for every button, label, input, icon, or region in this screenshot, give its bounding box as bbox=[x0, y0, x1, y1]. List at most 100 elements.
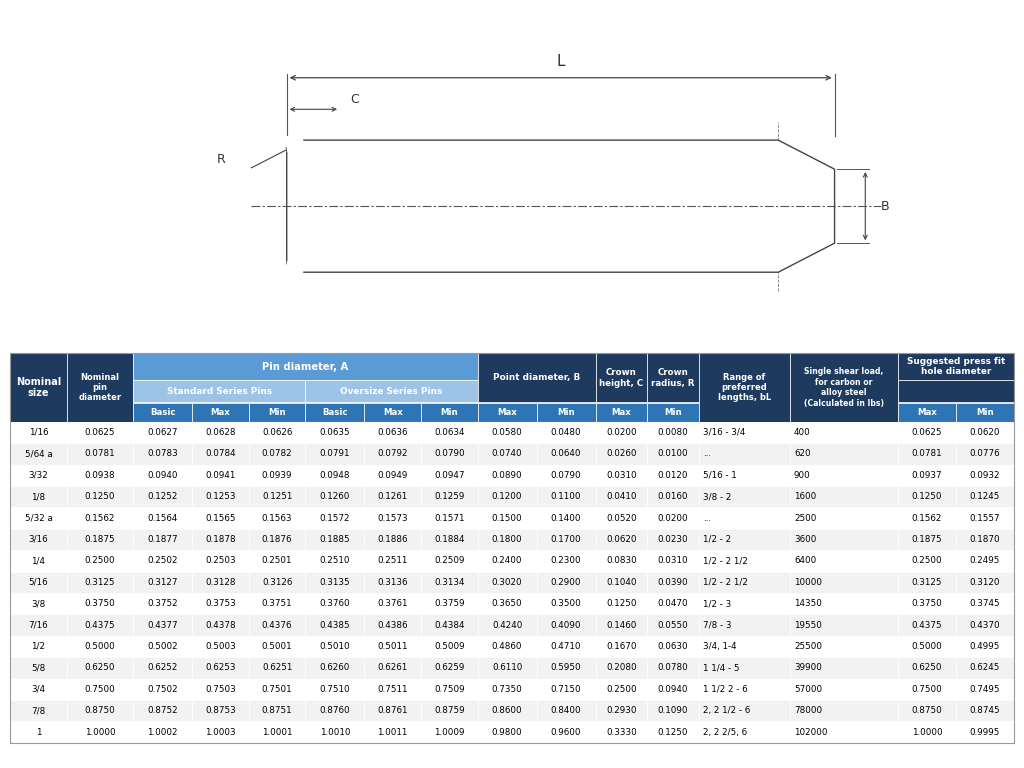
Bar bbox=[537, 721, 596, 743]
Text: 0.1253: 0.1253 bbox=[205, 492, 236, 502]
Text: Max: Max bbox=[918, 408, 937, 416]
Text: 0.8750: 0.8750 bbox=[85, 706, 116, 715]
Text: 0.0410: 0.0410 bbox=[606, 492, 637, 502]
Text: 0.0949: 0.0949 bbox=[378, 471, 408, 480]
Text: 0.1875: 0.1875 bbox=[85, 535, 116, 544]
Text: 0.0100: 0.0100 bbox=[657, 449, 688, 458]
Bar bbox=[10, 679, 67, 700]
Text: 3600: 3600 bbox=[794, 535, 816, 544]
Bar bbox=[133, 486, 193, 508]
Text: 0.1251: 0.1251 bbox=[262, 492, 292, 502]
Bar bbox=[365, 614, 421, 636]
Text: 0.7350: 0.7350 bbox=[492, 685, 522, 694]
Bar bbox=[647, 486, 699, 508]
Bar bbox=[596, 571, 647, 593]
Text: Min: Min bbox=[440, 408, 458, 416]
Bar bbox=[537, 614, 596, 636]
Bar bbox=[193, 508, 249, 528]
Text: 0.7150: 0.7150 bbox=[551, 685, 582, 694]
Polygon shape bbox=[287, 137, 302, 151]
Text: 1/2 - 3: 1/2 - 3 bbox=[702, 599, 731, 608]
Text: 0.6250: 0.6250 bbox=[85, 664, 116, 672]
Bar bbox=[699, 636, 790, 657]
Bar bbox=[537, 700, 596, 721]
Bar bbox=[477, 550, 537, 571]
Bar bbox=[365, 528, 421, 550]
Bar bbox=[133, 508, 193, 528]
Text: 0.8761: 0.8761 bbox=[378, 706, 408, 715]
Bar bbox=[305, 679, 365, 700]
Bar bbox=[477, 636, 537, 657]
Bar bbox=[421, 402, 477, 422]
Bar bbox=[67, 593, 133, 614]
Bar bbox=[956, 528, 1014, 550]
Bar bbox=[898, 657, 956, 679]
Text: 2500: 2500 bbox=[794, 514, 816, 522]
Bar bbox=[365, 402, 421, 422]
Bar bbox=[193, 465, 249, 486]
Bar bbox=[421, 465, 477, 486]
Bar bbox=[365, 700, 421, 721]
Text: 0.1884: 0.1884 bbox=[434, 535, 465, 544]
Bar bbox=[699, 700, 790, 721]
Text: 0.3136: 0.3136 bbox=[378, 578, 408, 587]
Text: 0.0620: 0.0620 bbox=[970, 428, 1000, 437]
Text: 10000: 10000 bbox=[794, 578, 822, 587]
Text: 0.5009: 0.5009 bbox=[434, 642, 465, 651]
Bar bbox=[133, 528, 193, 550]
Bar bbox=[790, 508, 898, 528]
Bar bbox=[305, 486, 365, 508]
Text: Max: Max bbox=[383, 408, 402, 416]
Text: 3/32: 3/32 bbox=[29, 471, 48, 480]
Bar bbox=[249, 465, 305, 486]
Bar bbox=[10, 508, 67, 528]
Bar bbox=[956, 721, 1014, 743]
Text: 0.1040: 0.1040 bbox=[606, 578, 637, 587]
Text: 0.0636: 0.0636 bbox=[378, 428, 408, 437]
Text: Basic: Basic bbox=[323, 408, 348, 416]
Bar bbox=[477, 528, 537, 550]
Text: 0.0470: 0.0470 bbox=[657, 599, 688, 608]
Text: Point diameter, B: Point diameter, B bbox=[493, 373, 581, 382]
Text: 0.5001: 0.5001 bbox=[262, 642, 293, 651]
Text: 0.4376: 0.4376 bbox=[262, 621, 293, 630]
Text: 0.4375: 0.4375 bbox=[85, 621, 116, 630]
Bar bbox=[421, 422, 477, 443]
Text: 5/16 - 1: 5/16 - 1 bbox=[702, 471, 736, 480]
Text: 1.0000: 1.0000 bbox=[911, 727, 942, 737]
Bar bbox=[365, 721, 421, 743]
Text: 0.2502: 0.2502 bbox=[147, 556, 178, 565]
Text: 0.7503: 0.7503 bbox=[205, 685, 236, 694]
Bar bbox=[305, 593, 365, 614]
Bar bbox=[537, 657, 596, 679]
Text: 0.0620: 0.0620 bbox=[606, 535, 637, 544]
Text: 0.3125: 0.3125 bbox=[911, 578, 942, 587]
Bar bbox=[537, 571, 596, 593]
Text: 3/8 - 2: 3/8 - 2 bbox=[702, 492, 731, 502]
Bar bbox=[647, 550, 699, 571]
Text: 0.1562: 0.1562 bbox=[911, 514, 942, 522]
Text: 0.2930: 0.2930 bbox=[606, 706, 637, 715]
Bar bbox=[193, 700, 249, 721]
Text: Min: Min bbox=[665, 408, 682, 416]
Text: 0.0625: 0.0625 bbox=[85, 428, 116, 437]
Text: 0.4860: 0.4860 bbox=[492, 642, 522, 651]
Text: 0.3761: 0.3761 bbox=[378, 599, 408, 608]
Text: 620: 620 bbox=[794, 449, 811, 458]
Bar bbox=[249, 508, 305, 528]
Text: 7/8 - 3: 7/8 - 3 bbox=[702, 621, 731, 630]
Bar bbox=[647, 679, 699, 700]
Text: 0.0200: 0.0200 bbox=[606, 428, 637, 437]
Text: 0.3751: 0.3751 bbox=[262, 599, 293, 608]
Bar bbox=[133, 679, 193, 700]
Bar bbox=[699, 465, 790, 486]
Bar bbox=[421, 636, 477, 657]
Bar bbox=[305, 508, 365, 528]
Text: 1.0011: 1.0011 bbox=[378, 727, 408, 737]
Text: 0.4375: 0.4375 bbox=[911, 621, 942, 630]
Bar bbox=[790, 721, 898, 743]
Bar bbox=[249, 593, 305, 614]
Bar bbox=[898, 679, 956, 700]
Text: Standard Series Pins: Standard Series Pins bbox=[167, 387, 271, 396]
Text: 0.1460: 0.1460 bbox=[606, 621, 637, 630]
